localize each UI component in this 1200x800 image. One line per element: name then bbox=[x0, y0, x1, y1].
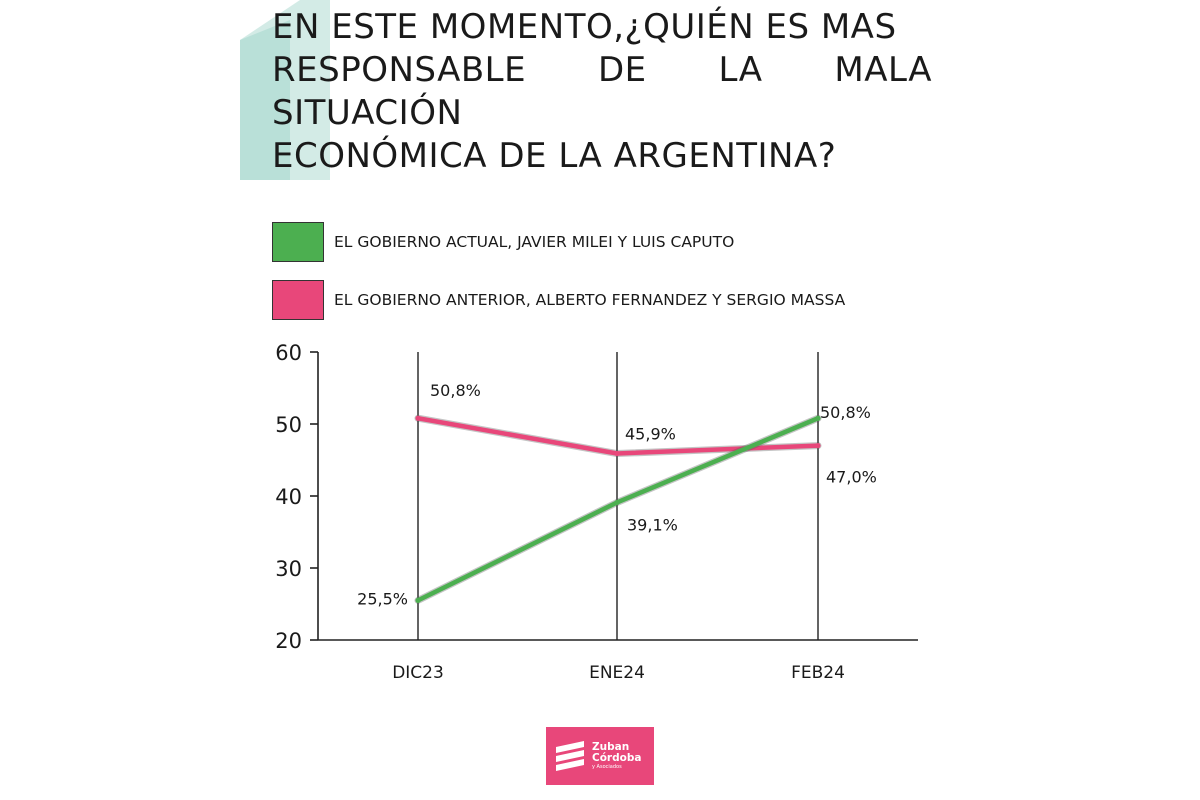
logo-line-3: y Asociados bbox=[592, 763, 622, 770]
logo-line-2: Córdoba bbox=[592, 751, 642, 764]
logo-text: Zuban Córdoba y Asociados bbox=[592, 740, 642, 771]
y-tick-label: 30 bbox=[275, 557, 302, 581]
data-label: 50,8% bbox=[430, 381, 481, 400]
legend-label-green: EL GOBIERNO ACTUAL, JAVIER MILEI Y LUIS … bbox=[334, 233, 735, 251]
data-point bbox=[415, 415, 421, 421]
data-label: 47,0% bbox=[826, 468, 877, 487]
legend-item-pink: EL GOBIERNO ANTERIOR, ALBERTO FERNANDEZ … bbox=[272, 280, 845, 320]
series-line bbox=[415, 415, 821, 603]
logo-stripes-icon bbox=[556, 741, 584, 771]
y-tick-label: 40 bbox=[275, 485, 302, 509]
x-tick-label: DIC23 bbox=[392, 663, 444, 683]
data-point bbox=[415, 597, 421, 604]
legend-label-pink: EL GOBIERNO ANTERIOR, ALBERTO FERNANDEZ … bbox=[334, 291, 846, 309]
zuban-cordoba-logo: Zuban Córdoba y Asociados bbox=[546, 727, 654, 785]
title-line-2: RESPONSABLE DE LA MALA SITUACIÓN bbox=[272, 50, 932, 133]
data-label: 50,8% bbox=[820, 403, 871, 422]
legend-item-green: EL GOBIERNO ACTUAL, JAVIER MILEI Y LUIS … bbox=[272, 222, 734, 262]
x-tick-label: FEB24 bbox=[791, 663, 845, 683]
data-point bbox=[815, 443, 821, 449]
data-label: 25,5% bbox=[357, 589, 408, 608]
data-point bbox=[614, 450, 620, 457]
y-tick-label: 60 bbox=[275, 341, 302, 365]
legend-swatch-green bbox=[272, 222, 324, 262]
title-line-1: EN ESTE MOMENTO,¿QUIÉN ES MAS bbox=[272, 7, 897, 47]
x-tick-label: ENE24 bbox=[589, 663, 645, 683]
data-point bbox=[614, 499, 620, 506]
title-line-3: ECONÓMICA DE LA ARGENTINA? bbox=[272, 136, 837, 176]
data-label: 39,1% bbox=[627, 515, 678, 534]
decorative-shapes bbox=[240, 0, 330, 180]
logo-line-1: Zuban bbox=[592, 740, 630, 753]
data-label: 45,9% bbox=[625, 425, 676, 444]
series-line bbox=[415, 415, 821, 456]
y-tick-label: 20 bbox=[275, 629, 302, 653]
legend-swatch-pink bbox=[272, 280, 324, 320]
y-tick-label: 50 bbox=[275, 413, 302, 437]
chart-title: EN ESTE MOMENTO,¿QUIÉN ES MAS RESPONSABL… bbox=[272, 6, 932, 178]
data-point bbox=[815, 415, 821, 421]
